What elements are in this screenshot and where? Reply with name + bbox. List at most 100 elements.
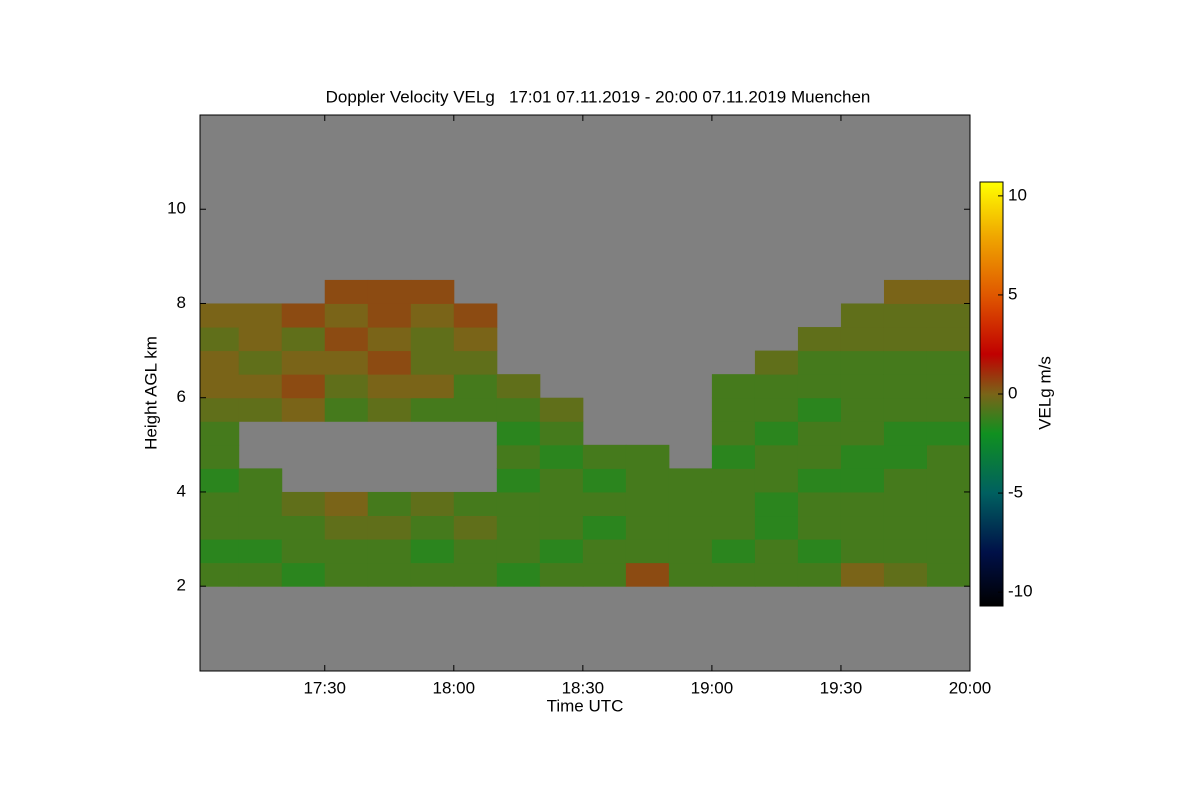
heatmap-cell bbox=[324, 374, 369, 399]
heatmap-cell bbox=[840, 515, 885, 540]
heatmap-cell bbox=[582, 562, 627, 587]
heatmap-cell bbox=[668, 468, 713, 493]
heatmap-cell bbox=[367, 562, 412, 587]
x-tick-label: 19:00 bbox=[691, 678, 734, 697]
heatmap-cell bbox=[367, 397, 412, 422]
colorbar-tick-label: 10 bbox=[1008, 185, 1027, 204]
heatmap-cell bbox=[668, 562, 713, 587]
heatmap-cell bbox=[453, 515, 498, 540]
heatmap-cell bbox=[367, 350, 412, 375]
y-tick-label: 8 bbox=[177, 293, 186, 312]
heatmap-cell bbox=[840, 327, 885, 352]
heatmap-cell bbox=[754, 397, 799, 422]
x-tick-label: 18:00 bbox=[433, 678, 476, 697]
heatmap-cell bbox=[200, 562, 240, 587]
heatmap-cell bbox=[840, 397, 885, 422]
x-tick-label: 17:30 bbox=[303, 678, 346, 697]
heatmap-cell bbox=[539, 468, 584, 493]
heatmap-cell bbox=[281, 491, 326, 517]
heatmap-cell bbox=[926, 515, 971, 540]
heatmap-cell bbox=[539, 421, 584, 446]
heatmap-cell bbox=[797, 491, 842, 517]
heatmap-cell bbox=[453, 350, 498, 375]
heatmap-cell bbox=[281, 397, 326, 422]
heatmap-cell bbox=[238, 468, 283, 493]
heatmap-cell bbox=[754, 444, 799, 469]
heatmap-cell bbox=[200, 303, 240, 328]
heatmap-cell bbox=[797, 539, 842, 564]
heatmap-cell bbox=[410, 327, 455, 352]
y-tick-label: 4 bbox=[177, 481, 186, 500]
heatmap-cell bbox=[840, 421, 885, 446]
heatmap-cell bbox=[453, 539, 498, 564]
heatmap-cell bbox=[797, 562, 842, 587]
heatmap-cell bbox=[926, 421, 971, 446]
heatmap-cell bbox=[200, 491, 240, 517]
heatmap-cell bbox=[238, 491, 283, 517]
heatmap-cell bbox=[200, 539, 240, 564]
y-axis-label: Height AGL km bbox=[141, 336, 160, 450]
heatmap-cell bbox=[840, 444, 885, 469]
heatmap-cell bbox=[711, 397, 756, 422]
heatmap-cell bbox=[367, 303, 412, 328]
heatmap-cell bbox=[238, 397, 283, 422]
heatmap-cell bbox=[840, 350, 885, 375]
heatmap-cell bbox=[367, 279, 412, 304]
colorbar-tick-label: -5 bbox=[1008, 483, 1023, 502]
heatmap-cell bbox=[625, 539, 670, 564]
heatmap-cell bbox=[200, 421, 240, 446]
heatmap-cell bbox=[625, 491, 670, 517]
heatmap-cell bbox=[410, 397, 455, 422]
heatmap-cell bbox=[324, 397, 369, 422]
heatmap-cell bbox=[926, 491, 971, 517]
heatmap-cell bbox=[367, 539, 412, 564]
heatmap-cell bbox=[238, 350, 283, 375]
heatmap-cell bbox=[797, 397, 842, 422]
heatmap-cell bbox=[410, 562, 455, 587]
heatmap-cell bbox=[582, 539, 627, 564]
colorbar-tick-label: -10 bbox=[1008, 582, 1033, 601]
heatmap-cell bbox=[582, 468, 627, 493]
heatmap-cell bbox=[410, 279, 455, 304]
heatmap-cell bbox=[711, 515, 756, 540]
heatmap-cell bbox=[496, 562, 541, 587]
heatmap-cell bbox=[926, 374, 971, 399]
heatmap-cell bbox=[711, 562, 756, 587]
heatmap-cell bbox=[281, 303, 326, 328]
heatmap-cell bbox=[200, 327, 240, 352]
colorbar-label: VELg m/s bbox=[1035, 356, 1054, 430]
plot-frame bbox=[199, 114, 971, 672]
x-tick-label: 20:00 bbox=[949, 678, 992, 697]
heatmap-cell bbox=[453, 327, 498, 352]
heatmap-cell bbox=[754, 350, 799, 375]
heatmap-cell bbox=[711, 444, 756, 469]
heatmap-cell bbox=[711, 539, 756, 564]
y-tick-label: 10 bbox=[167, 199, 186, 218]
heatmap-cell bbox=[883, 350, 928, 375]
heatmap-cell bbox=[668, 515, 713, 540]
heatmap-cell bbox=[281, 350, 326, 375]
heatmap-cell bbox=[367, 491, 412, 517]
colorbar-tick-label: 0 bbox=[1008, 383, 1017, 402]
heatmap-cell bbox=[711, 374, 756, 399]
heatmap-cell bbox=[840, 562, 885, 587]
heatmap-cell bbox=[625, 562, 670, 587]
heatmap-cell bbox=[410, 303, 455, 328]
heatmap-cell bbox=[883, 421, 928, 446]
heatmap-cell bbox=[496, 421, 541, 446]
heatmap-cell bbox=[797, 444, 842, 469]
heatmap-cell bbox=[324, 515, 369, 540]
heatmap-cell bbox=[238, 539, 283, 564]
heatmap-cell bbox=[754, 562, 799, 587]
heatmap-cell bbox=[754, 515, 799, 540]
heatmap-cell bbox=[754, 421, 799, 446]
heatmap-cell bbox=[200, 468, 240, 493]
heatmap-cell bbox=[324, 562, 369, 587]
heatmap-cell bbox=[453, 397, 498, 422]
heatmap-cell bbox=[883, 279, 928, 304]
heatmap-cell bbox=[410, 515, 455, 540]
heatmap-cell bbox=[840, 491, 885, 517]
heatmap-cell bbox=[711, 468, 756, 493]
heatmap-cell bbox=[797, 421, 842, 446]
y-tick-label: 6 bbox=[177, 387, 186, 406]
